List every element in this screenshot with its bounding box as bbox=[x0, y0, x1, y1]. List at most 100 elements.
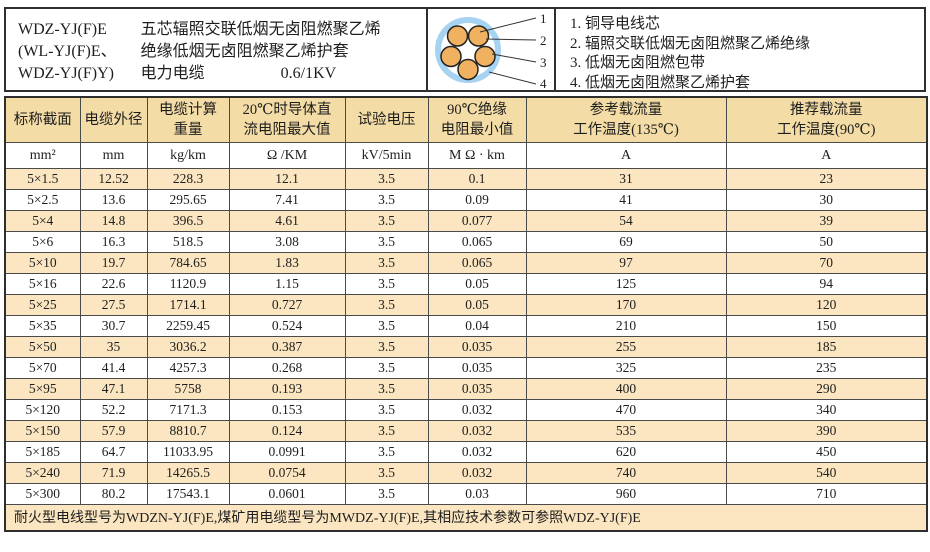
table-cell: 0.035 bbox=[427, 336, 527, 358]
table-cell: 0.065 bbox=[427, 231, 527, 253]
table-row: 5×6 16.3 518.5 3.08 3.5 0.065 69 50 bbox=[4, 231, 928, 253]
table-cell: 27.5 bbox=[79, 294, 148, 316]
column-header: 电缆计算 重量 bbox=[146, 96, 230, 143]
table-cell: 0.032 bbox=[427, 399, 527, 421]
table-cell: 3036.2 bbox=[146, 336, 230, 358]
table-cell: 13.6 bbox=[79, 189, 148, 211]
column-header: 推荐载流量 工作温度(90℃) bbox=[725, 96, 928, 143]
table-cell: 3.5 bbox=[344, 378, 429, 400]
table-cell: 41 bbox=[525, 189, 727, 211]
table-cell: 0.032 bbox=[427, 441, 527, 463]
table-cell: 5×95 bbox=[4, 378, 81, 400]
table-cell: 3.5 bbox=[344, 441, 429, 463]
table-cell: 0.193 bbox=[228, 378, 346, 400]
table-row: 5×150 57.9 8810.7 0.124 3.5 0.032 535 390 bbox=[4, 420, 928, 442]
model-code-line: (WL-YJ(F)E、 bbox=[18, 43, 117, 60]
table-cell: 0.077 bbox=[427, 210, 527, 232]
table-cell: 7171.3 bbox=[146, 399, 230, 421]
callout-number: 2 bbox=[540, 33, 547, 48]
table-cell: 5×4 bbox=[4, 210, 81, 232]
table-cell: 450 bbox=[725, 441, 928, 463]
table-unit-row: mm² mm kg/km Ω /KM kV/5min M Ω · km A A bbox=[4, 142, 928, 169]
table-row: 5×300 80.2 17543.1 0.0601 3.5 0.03 960 710 bbox=[4, 483, 928, 505]
table-cell: 71.9 bbox=[79, 462, 148, 484]
column-unit: kg/km bbox=[146, 142, 230, 169]
table-cell: 1.83 bbox=[228, 252, 346, 274]
table-cell: 5×25 bbox=[4, 294, 81, 316]
table-row: 5×50 35 3036.2 0.387 3.5 0.035 255 185 bbox=[4, 336, 928, 358]
table-cell: 0.124 bbox=[228, 420, 346, 442]
table-cell: 23 bbox=[725, 168, 928, 190]
table-cell: 4.61 bbox=[228, 210, 346, 232]
cable-diagram-icon: 1 2 3 4 bbox=[435, 11, 547, 91]
spec-table-head: 标称截面 电缆外径 电缆计算 重量 20℃时导体直 流电阻最大值 试验电压 90℃绝缘 电阻最小… bbox=[4, 96, 928, 169]
table-cell: 54 bbox=[525, 210, 727, 232]
table-cell: 12.1 bbox=[228, 168, 346, 190]
table-cell: 64.7 bbox=[79, 441, 148, 463]
table-cell: 784.65 bbox=[146, 252, 230, 274]
table-cell: 185 bbox=[725, 336, 928, 358]
table-cell: 228.3 bbox=[146, 168, 230, 190]
callout-number: 1 bbox=[540, 11, 547, 26]
column-unit: mm² bbox=[4, 142, 81, 169]
table-cell: 7.41 bbox=[228, 189, 346, 211]
table-cell: 295.65 bbox=[146, 189, 230, 211]
table-cell: 52.2 bbox=[79, 399, 148, 421]
table-cell: 3.5 bbox=[344, 210, 429, 232]
description-line: 电力电缆 0.6/1KV bbox=[141, 63, 381, 85]
column-unit: A bbox=[525, 142, 727, 169]
table-cell: 5×150 bbox=[4, 420, 81, 442]
column-header: 试验电压 bbox=[344, 96, 429, 143]
table-cell: 69 bbox=[525, 231, 727, 253]
table-cell: 31 bbox=[525, 168, 727, 190]
core-icon bbox=[440, 45, 462, 68]
table-cell: 0.0601 bbox=[228, 483, 346, 505]
legend-item: 1. 铜导电线芯 bbox=[570, 16, 661, 32]
table-cell: 0.153 bbox=[228, 399, 346, 421]
table-cell: 5758 bbox=[146, 378, 230, 400]
table-cell: 5×1.5 bbox=[4, 168, 81, 190]
model-description: 五芯辐照交联低烟无卤阻燃聚乙烯 绝缘低烟无卤阻燃聚乙烯护套 电力电缆 0.6/1… bbox=[141, 19, 381, 90]
table-cell: 710 bbox=[725, 483, 928, 505]
table-row: 5×10 19.7 784.65 1.83 3.5 0.065 97 70 bbox=[4, 252, 928, 274]
table-cell: 518.5 bbox=[146, 231, 230, 253]
table-cell: 5×2.5 bbox=[4, 189, 81, 211]
table-cell: 35 bbox=[79, 336, 148, 358]
table-cell: 3.5 bbox=[344, 252, 429, 274]
table-cell: 5×6 bbox=[4, 231, 81, 253]
table-cell: 0.0991 bbox=[228, 441, 346, 463]
product-type: 电力电缆 bbox=[140, 65, 205, 82]
table-cell: 14.8 bbox=[79, 210, 148, 232]
table-cell: 3.5 bbox=[344, 231, 429, 253]
table-cell: 17543.1 bbox=[146, 483, 230, 505]
column-header: 90℃绝缘 电阻最小值 bbox=[427, 96, 527, 143]
table-cell: 70 bbox=[725, 252, 928, 274]
table-cell: 960 bbox=[525, 483, 727, 505]
table-cell: 0.05 bbox=[427, 294, 527, 316]
callout-line bbox=[479, 17, 537, 33]
table-row: 5×1.5 12.52 228.3 12.1 3.5 0.1 31 23 bbox=[4, 168, 928, 190]
table-cell: 5×185 bbox=[4, 441, 81, 463]
table-cell: 5×10 bbox=[4, 252, 81, 274]
table-cell: 0.387 bbox=[228, 336, 346, 358]
table-cell: 3.5 bbox=[344, 189, 429, 211]
table-cell: 3.5 bbox=[344, 399, 429, 421]
table-cell: 1714.1 bbox=[146, 294, 230, 316]
table-cell: 0.035 bbox=[427, 378, 527, 400]
table-cell: 30.7 bbox=[79, 315, 148, 337]
table-cell: 535 bbox=[525, 420, 727, 442]
table-cell: 39 bbox=[725, 210, 928, 232]
column-header: 标称截面 bbox=[4, 96, 81, 143]
model-box: WDZ-YJ(F)E (WL-YJ(F)E、 WDZ-YJ(F)Y) 五芯辐照交… bbox=[6, 9, 428, 90]
table-cell: 3.5 bbox=[344, 294, 429, 316]
model-code-line: WDZ-YJ(F)E bbox=[18, 21, 107, 38]
table-row: 5×95 47.1 5758 0.193 3.5 0.035 400 290 bbox=[4, 378, 928, 400]
table-cell: 0.05 bbox=[427, 273, 527, 295]
table-cell: 16.3 bbox=[79, 231, 148, 253]
header-section: WDZ-YJ(F)E (WL-YJ(F)E、 WDZ-YJ(F)Y) 五芯辐照交… bbox=[4, 7, 926, 92]
table-cell: 5×50 bbox=[4, 336, 81, 358]
table-cell: 8810.7 bbox=[146, 420, 230, 442]
description-line: 绝缘低烟无卤阻燃聚乙烯护套 bbox=[140, 43, 349, 60]
column-unit: kV/5min bbox=[344, 142, 429, 169]
callout-line bbox=[491, 53, 537, 63]
